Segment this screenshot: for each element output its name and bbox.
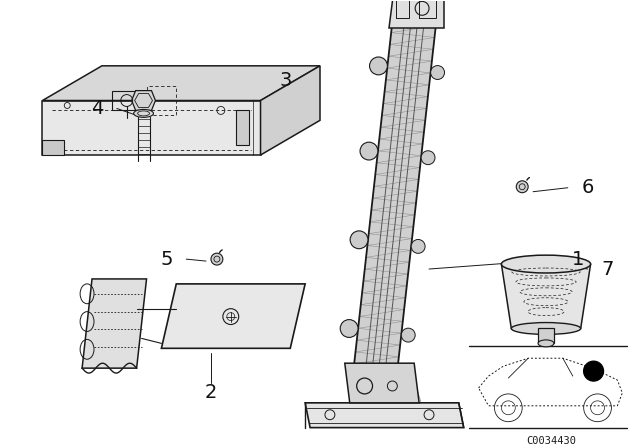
Ellipse shape — [134, 109, 154, 117]
Polygon shape — [260, 66, 320, 155]
Ellipse shape — [501, 255, 591, 273]
Polygon shape — [389, 0, 444, 28]
Polygon shape — [161, 284, 305, 349]
Circle shape — [421, 151, 435, 164]
Polygon shape — [345, 363, 419, 403]
Polygon shape — [538, 328, 554, 343]
Polygon shape — [42, 140, 64, 155]
Ellipse shape — [538, 340, 554, 347]
Circle shape — [350, 231, 368, 249]
Polygon shape — [236, 110, 248, 145]
Circle shape — [412, 240, 425, 253]
Polygon shape — [42, 66, 320, 100]
Polygon shape — [353, 21, 436, 380]
Text: 6: 6 — [582, 178, 594, 197]
Text: 2: 2 — [205, 383, 217, 402]
Circle shape — [431, 65, 445, 79]
Circle shape — [211, 253, 223, 265]
Text: 4: 4 — [91, 99, 103, 118]
Circle shape — [340, 319, 358, 337]
Polygon shape — [305, 403, 464, 428]
Polygon shape — [501, 264, 591, 328]
Circle shape — [516, 181, 528, 193]
Circle shape — [369, 57, 387, 75]
Text: 1: 1 — [572, 250, 584, 269]
Polygon shape — [132, 90, 156, 110]
Circle shape — [584, 361, 604, 381]
Text: 7: 7 — [601, 259, 614, 279]
Circle shape — [401, 328, 415, 342]
Polygon shape — [82, 279, 147, 368]
Ellipse shape — [511, 323, 580, 335]
Polygon shape — [42, 100, 260, 155]
Text: 3: 3 — [279, 71, 291, 90]
Text: 5: 5 — [160, 250, 173, 269]
Circle shape — [360, 142, 378, 160]
Text: C0034430: C0034430 — [526, 435, 576, 445]
